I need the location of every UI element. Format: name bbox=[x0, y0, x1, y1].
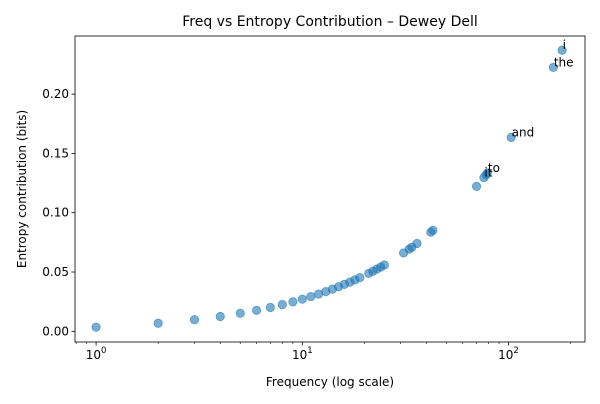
data-point bbox=[288, 297, 298, 307]
annotation-label: and bbox=[512, 126, 535, 140]
chart-title: Freq vs Entropy Contribution – Dewey Del… bbox=[182, 14, 478, 30]
data-point bbox=[189, 315, 200, 325]
data-point bbox=[215, 311, 225, 322]
data-point bbox=[471, 181, 482, 191]
annotation-label: i bbox=[563, 38, 566, 52]
annotation-label: the bbox=[554, 55, 574, 69]
x-tick-label: 101 bbox=[292, 346, 313, 362]
data-point bbox=[482, 168, 492, 178]
data-point bbox=[91, 322, 101, 332]
y-tick-label: 0.10 bbox=[42, 206, 69, 220]
data-point bbox=[251, 305, 262, 315]
data-point bbox=[355, 272, 365, 283]
y-axis-ticks: 0.00 0.05 0.10 0.15 0.20 bbox=[42, 87, 75, 338]
annotation-label: it bbox=[484, 166, 492, 180]
data-point bbox=[379, 260, 389, 270]
data-point bbox=[265, 302, 275, 313]
data-point bbox=[412, 238, 422, 249]
x-tick-label: 102 bbox=[498, 346, 519, 362]
data-point bbox=[277, 300, 287, 310]
data-point bbox=[306, 291, 316, 302]
data-point bbox=[548, 62, 558, 73]
data-point bbox=[506, 132, 516, 143]
data-point bbox=[428, 225, 438, 235]
data-point bbox=[235, 308, 245, 318]
y-tick-label: 0.15 bbox=[42, 146, 69, 160]
y-tick-label: 0.20 bbox=[42, 87, 69, 101]
y-tick-label: 0.00 bbox=[42, 324, 69, 338]
y-axis-label: Entropy contribution (bits) bbox=[15, 110, 29, 268]
x-axis-ticks: 100 101 102 bbox=[75, 342, 571, 362]
y-tick-label: 0.05 bbox=[42, 265, 69, 279]
data-point bbox=[557, 45, 567, 55]
annotation-label: to bbox=[488, 161, 500, 175]
data-point bbox=[153, 318, 163, 328]
data-point bbox=[297, 294, 307, 304]
x-tick-label: 100 bbox=[86, 346, 107, 362]
axes-frame bbox=[74, 35, 586, 343]
x-axis-label: Frequency (log scale) bbox=[266, 375, 394, 389]
